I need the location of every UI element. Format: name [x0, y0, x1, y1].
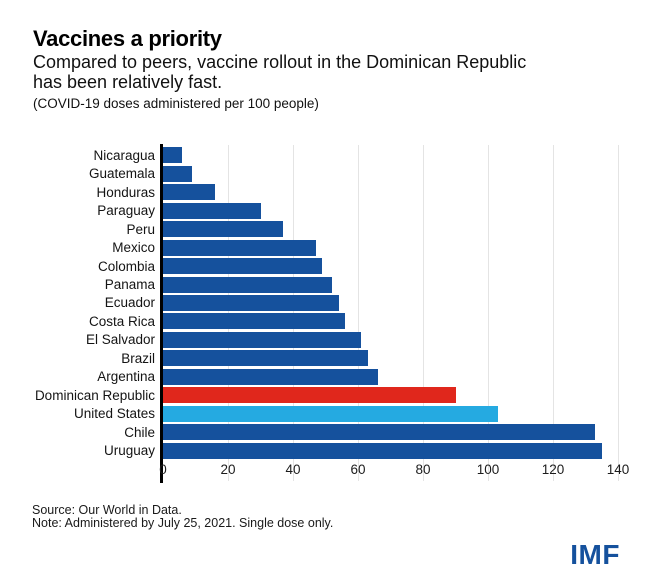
- bar-row: [163, 220, 618, 238]
- category-label: Guatemala: [88, 166, 155, 182]
- bar-row: [163, 294, 618, 312]
- bar-row: [163, 164, 618, 182]
- bar-nicaragua: [163, 147, 183, 164]
- bar-united-states: [163, 405, 498, 422]
- bar-paraguay: [163, 202, 261, 219]
- chart-subtitle: Compared to peers, vaccine rollout in th…: [33, 52, 527, 92]
- x-axis-ticks: 0 20 40 60 80 100 120 140: [159, 462, 629, 478]
- y-axis-line: [160, 144, 163, 483]
- gridline: [553, 145, 554, 481]
- page-title: Vaccines a priority: [33, 26, 222, 51]
- x-tick-label: 40: [285, 462, 301, 477]
- chart-unit-caption: (COVID-19 doses administered per 100 peo…: [33, 96, 319, 111]
- bar-costa-rica: [163, 313, 345, 330]
- gridline: [293, 145, 294, 481]
- gridline: [358, 145, 359, 481]
- x-tick-label: 0: [159, 462, 167, 477]
- category-label: Colombia: [97, 258, 155, 274]
- gridline: [488, 145, 489, 481]
- category-label: Ecuador: [104, 295, 155, 311]
- bar-row: [163, 183, 618, 201]
- bar-row: [163, 368, 618, 386]
- bar-row: [163, 423, 618, 441]
- category-label: Honduras: [96, 184, 155, 200]
- x-tick-label: 140: [606, 462, 630, 477]
- bar-mexico: [163, 239, 316, 256]
- bar-row: [163, 312, 618, 330]
- bar-colombia: [163, 258, 323, 275]
- gridline: [228, 145, 229, 481]
- plot-area: [163, 145, 619, 481]
- source-text: Source: Our World in Data.: [32, 503, 182, 517]
- category-label: United States: [73, 406, 155, 422]
- category-label: Panama: [104, 277, 155, 293]
- category-label: Nicaragua: [93, 147, 155, 163]
- bar-guatemala: [163, 165, 193, 182]
- bar-row: [163, 405, 618, 423]
- imf-logo: IMF: [570, 539, 620, 568]
- category-label: Argentina: [97, 369, 155, 385]
- x-tick-label: 120: [541, 462, 565, 477]
- gridline: [423, 145, 424, 481]
- bar-row: [163, 275, 618, 293]
- category-label: Paraguay: [97, 203, 155, 219]
- bar-peru: [163, 221, 284, 238]
- x-tick-label: 100: [476, 462, 500, 477]
- bar-el-salvador: [163, 331, 362, 348]
- x-tick-label: 60: [350, 462, 366, 477]
- bar-brazil: [163, 350, 368, 367]
- bar-chile: [163, 424, 596, 441]
- category-label: Chile: [124, 424, 155, 440]
- note-text: Note: Administered by July 25, 2021. Sin…: [32, 516, 334, 530]
- x-tick-label: 20: [220, 462, 236, 477]
- category-label: El Salvador: [85, 332, 155, 348]
- bar-ecuador: [163, 294, 339, 311]
- category-label: Mexico: [112, 240, 155, 256]
- bar-row: [163, 331, 618, 349]
- category-label: Uruguay: [103, 443, 155, 459]
- bar-dominican-republic: [163, 387, 456, 404]
- bar-row: [163, 257, 618, 275]
- bars: [163, 146, 618, 460]
- bar-row: [163, 201, 618, 219]
- bar-honduras: [163, 184, 215, 201]
- bar-row: [163, 349, 618, 367]
- bar-uruguay: [163, 442, 602, 459]
- bar-row: [163, 146, 618, 164]
- bar-row: [163, 238, 618, 256]
- bar-panama: [163, 276, 332, 293]
- bar-argentina: [163, 368, 378, 385]
- category-labels: Nicaragua Guatemala Honduras Paraguay Peru Me…: [0, 146, 155, 460]
- category-label: Brazil: [121, 350, 155, 366]
- category-label: Dominican Republic: [34, 387, 155, 403]
- x-tick-label: 80: [415, 462, 431, 477]
- category-label: Costa Rica: [88, 313, 155, 329]
- category-label: Peru: [126, 221, 155, 237]
- bar-row: [163, 442, 618, 460]
- bar-row: [163, 386, 618, 404]
- gridline: [618, 145, 619, 481]
